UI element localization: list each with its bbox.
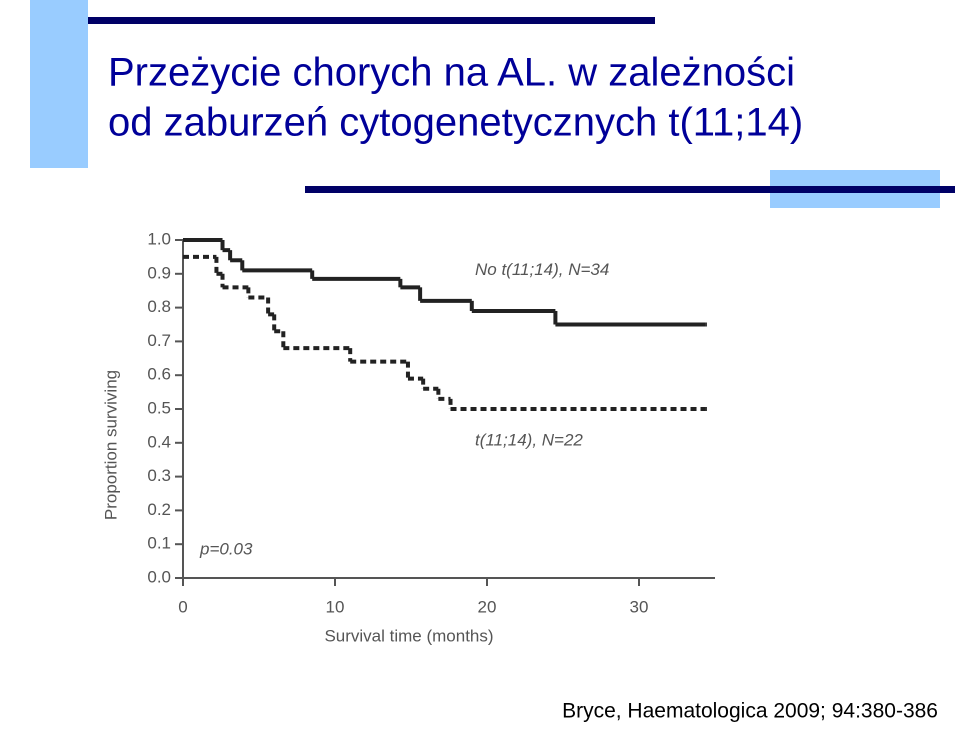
series-label: No t(11;14), N=34 (475, 260, 609, 279)
y-tick-label: 0.8 (147, 297, 171, 316)
y-tick-label: 0.0 (147, 567, 171, 586)
x-tick-label: 10 (326, 597, 345, 616)
decor-block (30, 0, 88, 168)
slide-title: od zaburzeń cytogenetycznych t(11;14) (108, 101, 803, 145)
y-tick-label: 0.3 (147, 466, 171, 485)
y-tick-label: 0.2 (147, 500, 171, 519)
series-label: t(11;14), N=22 (475, 430, 583, 449)
y-tick-label: 0.6 (147, 365, 171, 384)
x-tick-label: 20 (478, 597, 497, 616)
x-tick-label: 0 (178, 597, 187, 616)
x-tick-label: 30 (630, 597, 649, 616)
y-tick-label: 1.0 (147, 229, 171, 248)
y-tick-label: 0.5 (147, 398, 171, 417)
y-tick-label: 0.4 (147, 432, 171, 451)
slide-title: Przeżycie chorych na AL. w zależności (108, 51, 795, 95)
y-tick-label: 0.9 (147, 263, 171, 282)
citation: Bryce, Haematologica 2009; 94:380-386 (562, 700, 938, 723)
annotation: p=0.03 (199, 539, 253, 558)
y-tick-label: 0.1 (147, 534, 171, 553)
decor-bar (305, 186, 955, 193)
x-axis-label: Survival time (months) (324, 626, 493, 645)
y-tick-label: 0.7 (147, 331, 171, 350)
y-axis-label: Proportion surviving (101, 370, 120, 520)
decor-bar (88, 17, 655, 24)
